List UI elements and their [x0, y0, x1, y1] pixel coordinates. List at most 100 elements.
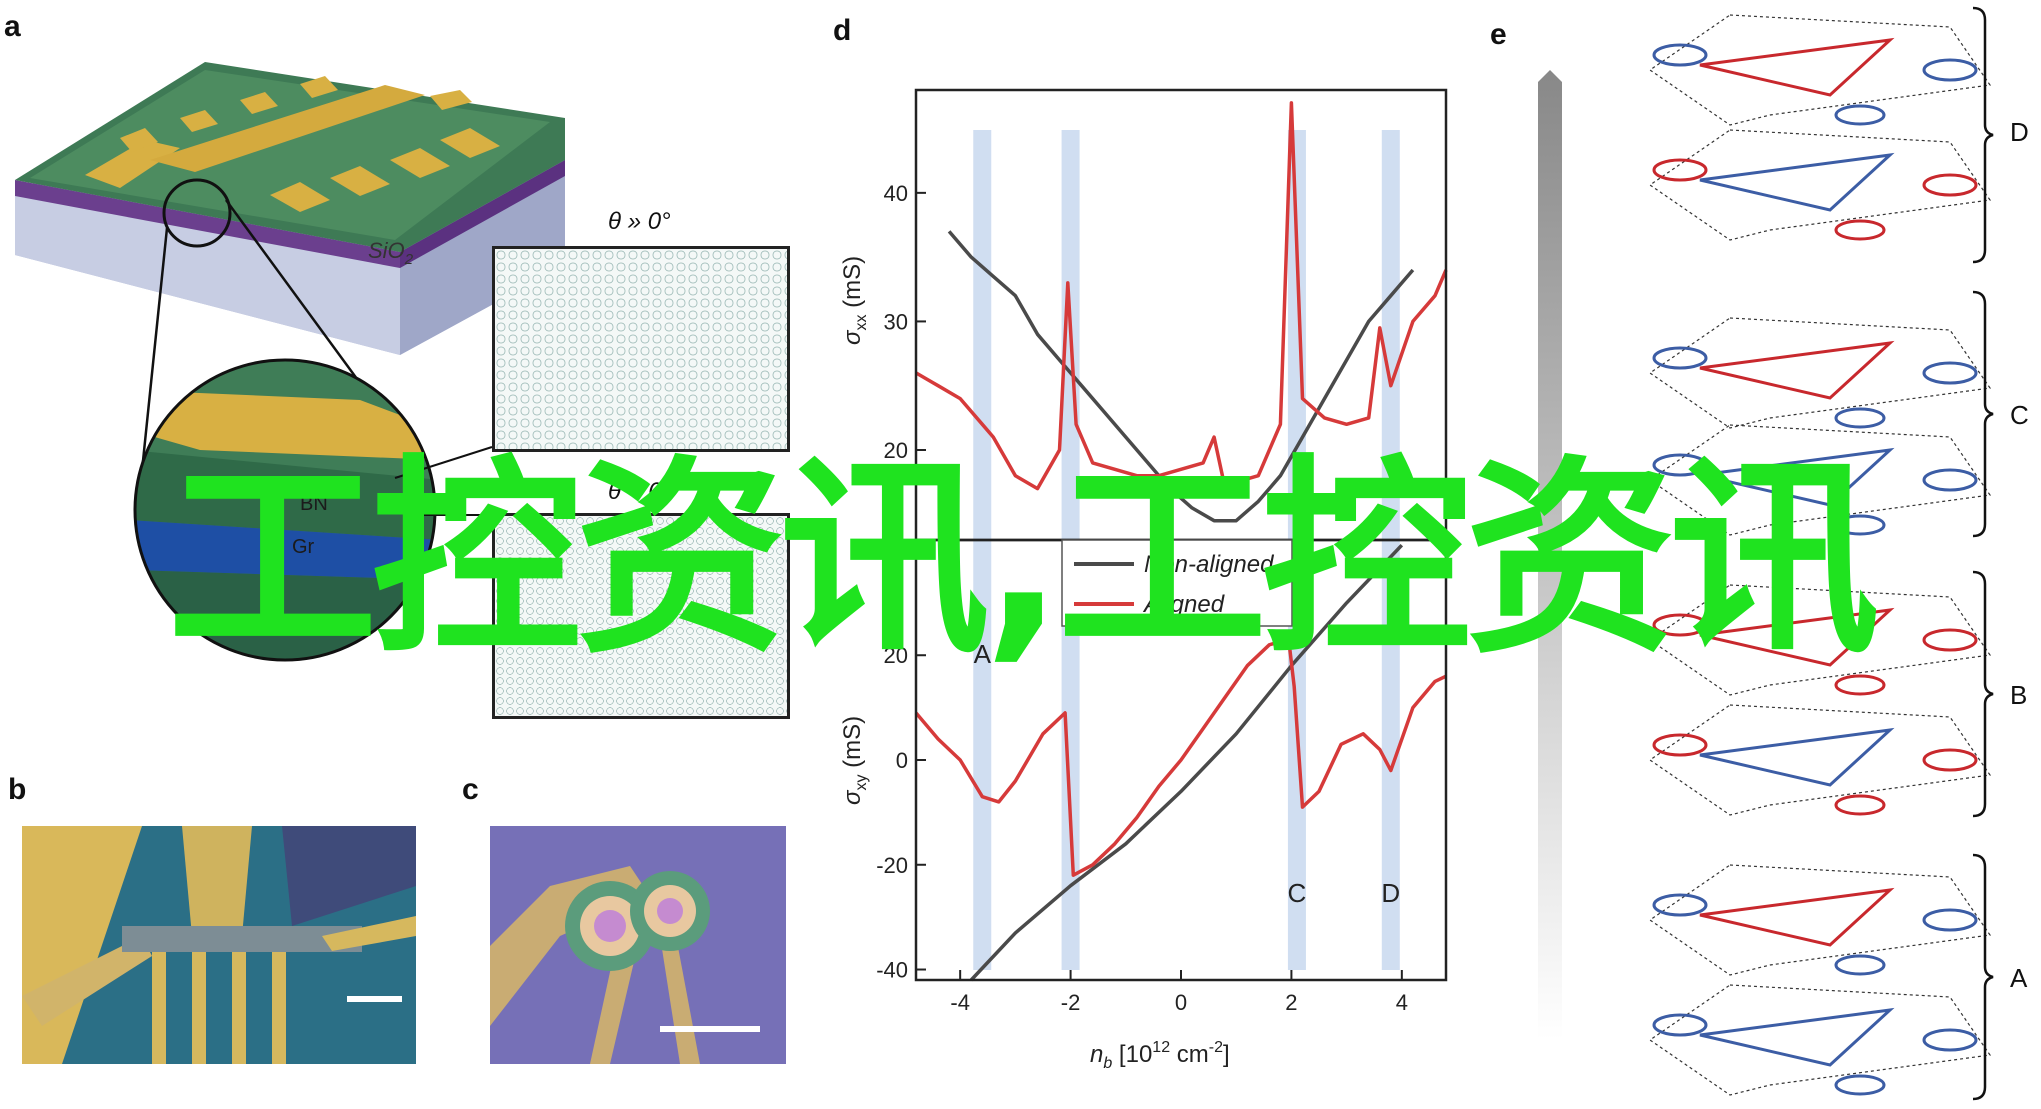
panel-letter-d: d: [833, 14, 852, 47]
contour-plane-5: [1648, 704, 1992, 816]
contour-pocket-bottom-3: [1834, 514, 1886, 536]
y-tick-label-bottom: -40: [876, 958, 908, 983]
substrate-subscript: 2: [404, 251, 414, 268]
ylabel-sigma-xy: σxy (mS): [839, 716, 870, 805]
substrate-label: SiO: [368, 238, 405, 263]
x-tick-label: 4: [1396, 990, 1408, 1015]
contour-pocket-right-0: [1922, 58, 1978, 82]
contour-pocket-left-7: [1652, 1013, 1708, 1037]
theta-top-label: θ » 0°: [608, 208, 671, 235]
brace-A: [1972, 853, 1994, 1101]
contour-pocket-bottom-4: [1834, 674, 1886, 696]
sigma-xx-line-non-aligned: [947, 230, 1415, 523]
legend: Non-aligned Aligned: [1061, 539, 1293, 627]
panel-letter-e: e: [1490, 18, 1507, 51]
energy-arrow: [1538, 70, 1562, 1040]
x-tick-label: 0: [1175, 990, 1187, 1015]
x-tick-label: 2: [1285, 990, 1297, 1015]
contour-pocket-bottom-2: [1834, 407, 1886, 429]
contour-inner-6: [1699, 887, 1895, 947]
contour-plane-7: [1648, 984, 1992, 1096]
panel-letter-b: b: [8, 773, 27, 806]
xlabel-nb: nb [1012 cm-2]: [1090, 1039, 1230, 1072]
contour-pocket-right-3: [1922, 468, 1978, 492]
contour-pocket-right-7: [1922, 1028, 1978, 1052]
microscope-image-b: [22, 826, 416, 1064]
y-tick-label-top: 30: [884, 309, 908, 334]
sigma-xy-line-non-aligned: [969, 543, 1404, 982]
y-tick-label-top: 20: [884, 438, 908, 463]
moire-inset-small-angle: [492, 513, 790, 719]
magnified-view: BN Gr: [133, 358, 437, 662]
x-tick-label: -2: [1061, 990, 1081, 1015]
brace-label-C: C: [2010, 400, 2029, 430]
legend-label-non-aligned: Non-aligned: [1144, 551, 1274, 578]
contour-pocket-right-6: [1922, 908, 1978, 932]
contour-inner-0: [1699, 37, 1895, 97]
bn-label: BN: [300, 493, 328, 515]
contour-inner-7: [1699, 1007, 1895, 1067]
x-tick-label: -4: [950, 990, 970, 1015]
contour-plane-3: [1648, 424, 1992, 536]
contour-plane-1: [1648, 129, 1992, 241]
contour-pocket-left-0: [1652, 43, 1708, 67]
sigma-xx-line-aligned: [915, 101, 1448, 491]
band-label-A: A: [974, 639, 992, 669]
zoom-circle-small: [162, 178, 232, 248]
brace-B: [1972, 570, 1994, 818]
contour-pocket-right-1: [1922, 173, 1978, 197]
scale-bar-b: [347, 996, 402, 1002]
y-tick-label-bottom: 0: [896, 748, 908, 773]
contour-inner-2: [1699, 340, 1895, 400]
contour-pocket-left-6: [1652, 893, 1708, 917]
contour-pocket-left-2: [1652, 346, 1708, 370]
contour-pocket-left-3: [1652, 453, 1708, 477]
contour-pocket-left-5: [1652, 733, 1708, 757]
band-label-D: D: [1381, 878, 1400, 908]
brace-label-B: B: [2010, 680, 2028, 710]
svg-text:SiO2: SiO2: [368, 238, 414, 268]
panel-letter-c: c: [462, 773, 479, 806]
contour-pocket-bottom-1: [1834, 219, 1886, 241]
y-tick-label-top: 40: [884, 181, 908, 206]
brace-label-D: D: [2010, 117, 2029, 147]
y-tick-label-bottom: 40: [884, 538, 908, 563]
contour-plane-4: [1648, 584, 1992, 696]
gr-label: Gr: [292, 536, 315, 558]
legend-label-aligned: Aligned: [1142, 591, 1225, 618]
contour-pocket-left-1: [1652, 158, 1708, 182]
contour-inner-4: [1699, 607, 1895, 667]
highlight-band-0: [973, 130, 992, 970]
theta-bottom-label: θ ~ 0°: [608, 478, 672, 505]
contour-inner-5: [1699, 727, 1895, 787]
microscope-image-c: [490, 826, 786, 1064]
contour-pocket-right-2: [1922, 361, 1978, 385]
moire-inset-large-angle: [492, 246, 790, 452]
band-label-C: C: [1288, 878, 1307, 908]
contour-pocket-bottom-5: [1834, 794, 1886, 816]
contour-pocket-left-4: [1652, 613, 1708, 637]
contour-pocket-bottom-0: [1834, 104, 1886, 126]
contour-pocket-right-5: [1922, 748, 1978, 772]
contour-pocket-right-4: [1922, 628, 1978, 652]
brace-label-A: A: [2010, 963, 2028, 993]
contour-plane-6: [1648, 864, 1992, 976]
sigma-xy-line-aligned: [914, 637, 1447, 877]
contour-inner-1: [1699, 152, 1895, 212]
contour-inner-3: [1699, 447, 1895, 507]
brace-C: [1972, 290, 1994, 538]
contour-pocket-bottom-7: [1834, 1074, 1886, 1096]
device-illustration: SiO2 BN Gr: [15, 62, 565, 662]
brace-D: [1972, 6, 1994, 264]
panel-letter-a: a: [4, 10, 21, 43]
y-tick-label-bottom: -20: [876, 853, 908, 878]
ylabel-sigma-xx: σxx (mS): [839, 256, 870, 345]
y-tick-label-bottom: 20: [884, 643, 908, 668]
scale-bar-c: [660, 1026, 760, 1032]
contour-plane-2: [1648, 317, 1992, 429]
contour-pocket-bottom-6: [1834, 954, 1886, 976]
contour-plane-0: [1648, 14, 1992, 126]
fermi-contour-stack: [1538, 6, 1994, 1101]
watermark-text: 工控资讯,工控资讯: [167, 437, 1880, 682]
